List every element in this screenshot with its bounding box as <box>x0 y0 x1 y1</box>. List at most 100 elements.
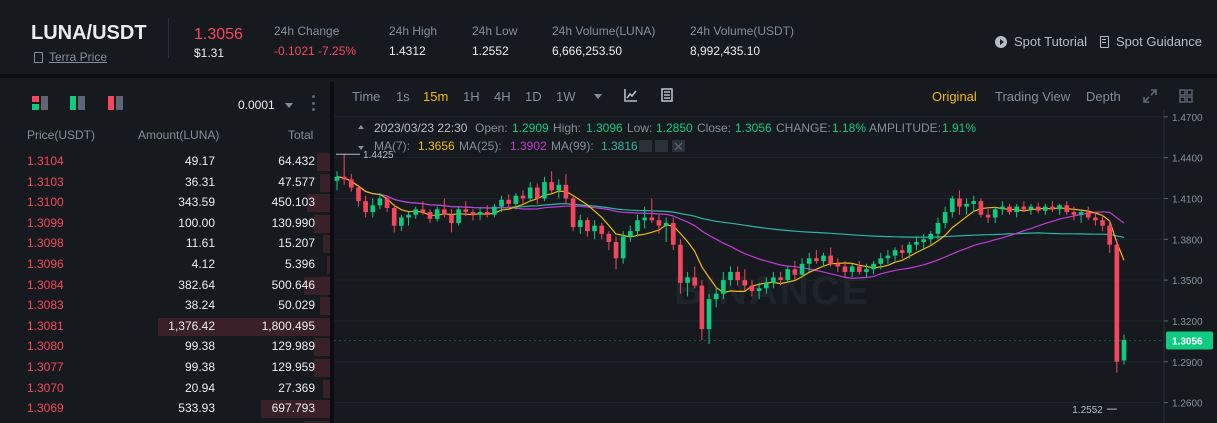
order-book-row[interactable]: 1.3068 382.64 500.034 <box>0 420 330 423</box>
view-depth-tab[interactable]: Depth <box>1086 89 1121 104</box>
candle-body <box>728 271 733 281</box>
order-book-row[interactable]: 1.3083 38.24 50.029 <box>0 296 330 317</box>
ask-total: 129.959 <box>271 359 315 374</box>
candle-body <box>856 266 862 272</box>
candle-body <box>821 255 826 262</box>
order-book-row[interactable]: 1.3096 4.12 5.396 <box>0 255 330 276</box>
interval-1s[interactable]: 1s <box>396 89 410 104</box>
candlestick-chart[interactable]: 2023/03/23 22:30 Open: 1.2909 High: 1.30… <box>334 110 1217 423</box>
both-sides-mode-icon[interactable] <box>32 96 48 110</box>
interval-1h[interactable]: 1H <box>463 89 480 104</box>
candle <box>1114 239 1120 373</box>
candle-body <box>542 182 547 199</box>
spot-guidance-label[interactable]: Spot Guidance <box>1116 34 1203 49</box>
ask-amount: 1,376.42 <box>168 318 215 333</box>
candle <box>842 261 848 278</box>
candle <box>899 244 905 259</box>
low-marker-label: 1.2552 <box>1072 405 1103 416</box>
order-book-row[interactable]: 1.3080 99.38 129.989 <box>0 337 330 358</box>
candle <box>377 193 383 210</box>
order-book-row[interactable]: 1.3070 20.94 27.369 <box>0 379 330 400</box>
candle-body <box>577 220 583 228</box>
chart-toolbar: Time 1s 15m 1H 4H 1D 1W Original Trading… <box>334 82 1217 110</box>
candle-body <box>527 187 533 199</box>
candle <box>856 261 862 275</box>
candle <box>1071 206 1077 221</box>
candle <box>1100 214 1105 232</box>
interval-1d[interactable]: 1D <box>525 89 542 104</box>
order-book-row[interactable]: 1.3098 11.61 15.207 <box>0 234 330 255</box>
candle-body <box>957 198 962 207</box>
ask-price: 1.3098 <box>27 236 64 251</box>
candle-body <box>971 201 977 204</box>
chart-settings-icon[interactable] <box>659 87 675 103</box>
candle <box>592 220 597 240</box>
order-book-row[interactable]: 1.3099 100.00 130.990 <box>0 214 330 235</box>
candle <box>935 217 941 240</box>
asks-list: 1.3104 49.17 64.432 1.3103 36.31 47.577 1.3100… <box>0 152 330 423</box>
spot-tutorial-link[interactable]: Spot Tutorial <box>995 34 1087 49</box>
candle <box>871 261 876 275</box>
order-book-row[interactable]: 1.3077 99.38 129.959 <box>0 358 330 379</box>
terra-price-label[interactable]: Terra Price <box>49 50 108 64</box>
order-book-row[interactable]: 1.3069 533.93 697.793 <box>0 399 330 420</box>
order-book-mode-toggles <box>32 96 124 110</box>
order-book-row[interactable]: 1.3103 36.31 47.577 <box>0 173 330 194</box>
spot-tutorial-label[interactable]: Spot Tutorial <box>1014 34 1087 49</box>
candle-body <box>341 176 347 180</box>
order-book-row[interactable]: 1.3104 49.17 64.432 <box>0 152 330 173</box>
order-book-row[interactable]: 1.3084 382.64 500.646 <box>0 276 330 297</box>
stat-label: 24h Change <box>274 24 340 38</box>
pair-title[interactable]: LUNA/USDT <box>31 22 147 44</box>
last-price-usd: $1.31 <box>194 46 225 60</box>
candle <box>713 286 719 308</box>
candle <box>685 271 690 297</box>
ask-total: 27.369 <box>278 380 315 395</box>
interval-time[interactable]: Time <box>352 89 381 104</box>
candle <box>814 250 819 264</box>
interval-1w[interactable]: 1W <box>556 89 576 104</box>
order-book-row[interactable]: 1.3081 1,376.42 1,800.495 <box>0 317 330 338</box>
interval-4h[interactable]: 4H <box>494 89 511 104</box>
spot-guidance-link[interactable]: Spot Guidance <box>1100 34 1202 49</box>
more-options-icon[interactable] <box>312 95 315 111</box>
candle-body <box>749 285 755 291</box>
expand-icon[interactable] <box>1142 88 1158 104</box>
ask-price: 1.3084 <box>27 277 64 292</box>
precision-select[interactable]: 0.0001 <box>238 98 293 112</box>
candle <box>556 179 562 199</box>
candle-body <box>914 242 919 245</box>
candle-body <box>334 176 340 181</box>
candle <box>606 231 612 251</box>
candle-body <box>592 225 597 232</box>
layout-grid-icon[interactable] <box>1178 88 1194 104</box>
legend-open-label: Open: <box>475 121 508 135</box>
candle <box>1000 201 1005 215</box>
candle-body <box>1107 225 1113 245</box>
order-book-row[interactable]: 1.3100 343.59 450.103 <box>0 193 330 214</box>
terra-price-link[interactable]: Terra Price <box>34 50 107 64</box>
candle-body <box>499 199 504 207</box>
indicator-icon[interactable] <box>623 87 639 103</box>
candle-body <box>721 280 726 294</box>
bids-only-mode-icon[interactable] <box>70 96 86 110</box>
candle <box>921 233 926 251</box>
candle-body <box>985 214 991 218</box>
asks-only-mode-icon[interactable] <box>108 96 124 110</box>
candle-body <box>849 266 855 272</box>
interval-15m[interactable]: 15m <box>423 89 449 104</box>
candle-body <box>649 217 655 221</box>
chevron-down-icon[interactable] <box>284 102 293 108</box>
candle-body <box>513 195 519 204</box>
candle <box>1064 201 1070 215</box>
precision-value[interactable]: 0.0001 <box>238 98 275 112</box>
y-tick-label: 1.3800 <box>1172 235 1203 246</box>
hide-ma-icon[interactable] <box>639 140 652 152</box>
view-trading-view-tab[interactable]: Trading View <box>995 89 1071 104</box>
more-intervals-chevron-icon[interactable] <box>594 94 602 99</box>
candle <box>656 214 662 234</box>
view-original-tab[interactable]: Original <box>932 89 977 104</box>
ma-settings-icon[interactable] <box>655 140 668 152</box>
candle <box>778 271 783 286</box>
candle <box>749 280 755 297</box>
